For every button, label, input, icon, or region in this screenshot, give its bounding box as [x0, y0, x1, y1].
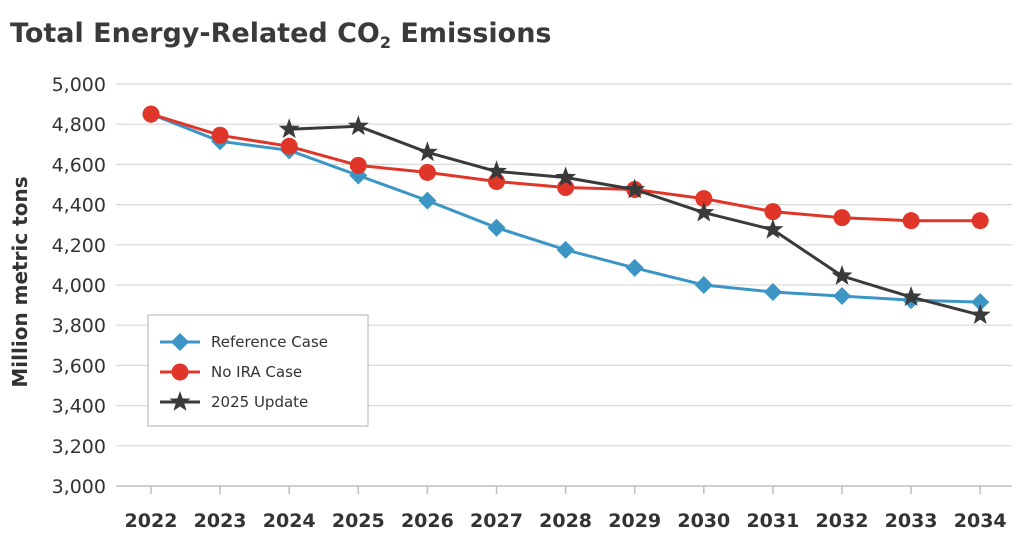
- chart-title: Total Energy-Related CO2 Emissions: [10, 18, 552, 52]
- data-point: [833, 209, 851, 227]
- data-point: [555, 166, 577, 187]
- x-tick-label: 2033: [885, 510, 938, 532]
- data-point: [971, 212, 989, 230]
- data-point: [695, 190, 713, 208]
- y-tick-label: 5,000: [52, 74, 106, 96]
- data-point: [625, 258, 644, 277]
- x-tick-label: 2032: [816, 510, 869, 532]
- chart-title-main: Total Energy-Related CO: [10, 18, 380, 49]
- x-tick-label: 2026: [401, 510, 454, 532]
- x-tick-label: 2027: [470, 510, 523, 532]
- y-tick-label: 4,600: [52, 154, 106, 176]
- data-point: [416, 141, 438, 162]
- y-tick-label: 4,200: [52, 235, 106, 257]
- series-line: [150, 112, 981, 304]
- legend-label: No IRA Case: [211, 363, 302, 381]
- x-tick-label: 2031: [746, 510, 799, 532]
- data-point: [969, 304, 991, 324]
- data-point: [763, 283, 782, 302]
- series-2025-update: [278, 115, 991, 324]
- data-point: [142, 105, 160, 123]
- data-point: [347, 115, 369, 136]
- data-point: [764, 203, 782, 221]
- legend-item: Reference Case: [160, 333, 328, 351]
- data-point: [900, 286, 922, 306]
- y-tick-label: 3,400: [52, 396, 106, 418]
- data-point: [693, 201, 715, 222]
- data-point: [694, 276, 713, 294]
- series-layer: [142, 105, 991, 324]
- y-tick-label: 4,000: [52, 275, 106, 297]
- data-point: [556, 240, 575, 259]
- data-point: [762, 218, 784, 239]
- data-point: [486, 160, 507, 181]
- legend-marker: [169, 391, 191, 411]
- y-tick-label: 3,600: [52, 355, 106, 377]
- y-tick-label: 3,200: [52, 436, 106, 458]
- y-axis-label: Million metric tons: [8, 176, 32, 387]
- y-tick-label: 4,800: [52, 114, 106, 136]
- legend-item: 2025 Update: [160, 391, 308, 411]
- x-tick-label: 2024: [263, 510, 316, 532]
- chart-title-subscript: 2: [379, 33, 392, 52]
- data-point: [487, 218, 506, 237]
- data-point: [624, 178, 646, 199]
- legend-item: No IRA Case: [160, 363, 302, 381]
- data-point: [418, 163, 436, 181]
- y-tick-label: 3,000: [52, 476, 106, 498]
- legend-marker: [171, 333, 189, 351]
- x-tick-label: 2034: [954, 510, 1007, 532]
- legend-label: 2025 Update: [211, 393, 308, 411]
- data-point: [278, 118, 300, 139]
- data-point: [831, 265, 853, 285]
- data-point: [211, 126, 229, 144]
- legend-marker: [171, 363, 189, 381]
- legend-label: Reference Case: [211, 333, 328, 351]
- x-tick-label: 2023: [194, 510, 247, 532]
- x-tick-label: 2029: [608, 510, 661, 532]
- data-point: [349, 156, 367, 174]
- x-tick-label: 2022: [125, 510, 178, 532]
- series-reference-case: [142, 105, 990, 312]
- data-point: [902, 212, 920, 230]
- x-tick-label: 2030: [677, 510, 730, 532]
- legend: Reference Case No IRA Case 2025 Update: [147, 314, 369, 427]
- x-tick-label: 2028: [539, 510, 592, 532]
- y-axis-ticks: 3,000 3,200 3,400 3,600 3,800 4,000 4,200 4,400…: [52, 74, 106, 498]
- y-tick-label: 4,400: [52, 195, 106, 217]
- y-tick-label: 3,800: [52, 315, 106, 337]
- data-point: [418, 191, 437, 210]
- x-axis-ticks: 2022 2023 2024 2025 2026 2027 2028 2029 2030 2031…: [125, 486, 1007, 532]
- data-point: [833, 287, 851, 306]
- data-point: [280, 137, 298, 155]
- chart-title-tail: Emissions: [391, 18, 552, 49]
- data-point: [971, 293, 990, 312]
- x-tick-label: 2025: [332, 510, 385, 532]
